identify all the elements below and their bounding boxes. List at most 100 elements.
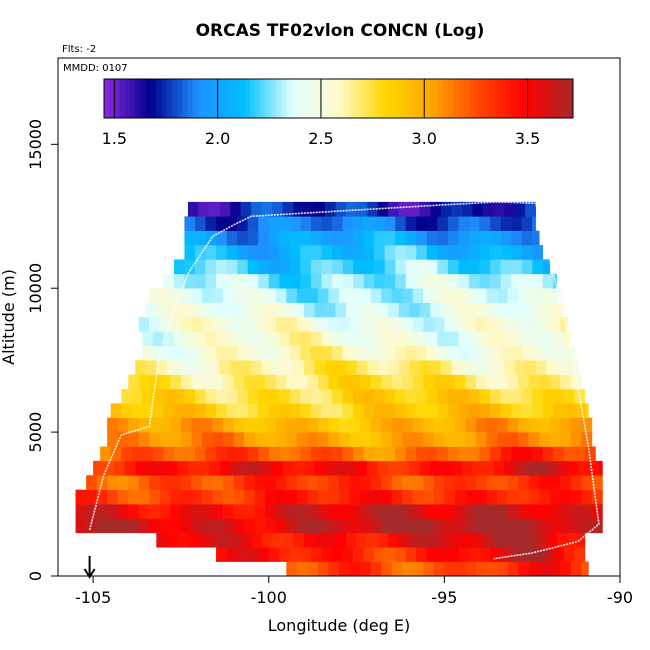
heatmap-cell xyxy=(152,345,164,361)
heatmap-cell xyxy=(331,403,343,419)
heatmap-cell xyxy=(244,417,255,433)
heatmap-cell xyxy=(360,504,371,519)
heatmap-cell xyxy=(468,345,480,361)
y-tick-label: 0 xyxy=(26,571,45,581)
heatmap-cell xyxy=(511,345,522,361)
heatmap-cell xyxy=(374,331,385,347)
heatmap-cell xyxy=(454,475,466,490)
heatmap-cell xyxy=(377,302,389,318)
heatmap-cell xyxy=(191,504,203,519)
heatmap-cell xyxy=(468,273,480,289)
heatmap-cell xyxy=(300,388,312,404)
heatmap-cell xyxy=(272,201,284,217)
colorbar-swatch xyxy=(130,79,136,118)
heatmap-cell xyxy=(384,230,396,246)
heatmap-cell xyxy=(458,331,470,347)
heatmap-cell xyxy=(483,460,494,476)
heatmap-cell xyxy=(258,547,270,562)
heatmap-cell xyxy=(384,245,396,260)
heatmap-cell xyxy=(405,388,417,404)
heatmap-cell xyxy=(275,475,287,490)
heatmap-cell xyxy=(303,360,315,375)
heatmap-cell xyxy=(184,331,196,347)
heatmap-cell xyxy=(321,331,333,347)
heatmap-cell xyxy=(159,518,171,534)
heatmap-cell xyxy=(532,403,544,419)
heatmap-cell xyxy=(184,446,196,462)
heatmap-cell xyxy=(339,475,350,490)
heatmap-cell xyxy=(374,259,385,275)
heatmap-cell xyxy=(194,273,206,289)
heatmap-cell xyxy=(475,561,487,577)
heatmap-cell xyxy=(300,446,312,462)
colorbar-swatch xyxy=(343,79,350,118)
heatmap-cell xyxy=(437,331,449,347)
heatmap-cell xyxy=(581,518,593,534)
heatmap-cell xyxy=(461,360,473,375)
colorbar-swatch xyxy=(208,79,214,118)
heatmap-cell xyxy=(444,374,456,390)
heatmap-cell xyxy=(145,302,157,318)
heatmap-cell xyxy=(205,273,217,289)
heatmap-cell xyxy=(317,518,329,534)
y-tick-label: 15000 xyxy=(26,119,45,170)
heatmap-cell xyxy=(353,245,364,260)
heatmap-cell xyxy=(279,245,291,260)
colorbar-swatch xyxy=(145,79,152,118)
heatmap-cell xyxy=(223,317,234,332)
heatmap-cell xyxy=(412,518,424,534)
colorbar-swatch xyxy=(109,79,115,118)
heatmap-cell xyxy=(237,259,248,275)
heatmap-cell xyxy=(275,288,287,303)
heatmap-cell xyxy=(483,201,494,217)
heatmap-cell xyxy=(177,302,189,318)
heatmap-cell xyxy=(437,388,449,404)
heatmap-cell xyxy=(251,302,263,318)
heatmap-cell xyxy=(138,417,150,433)
heatmap-cell xyxy=(458,388,470,404)
heatmap-cell xyxy=(265,518,277,534)
heatmap-cell xyxy=(149,288,161,303)
heatmap-cell xyxy=(331,446,343,462)
heatmap-cell xyxy=(447,273,459,289)
heatmap-cell xyxy=(560,432,572,447)
heatmap-cell xyxy=(202,475,213,490)
colorbar-swatch xyxy=(192,79,199,118)
heatmap-cell xyxy=(412,475,424,490)
heatmap-cell xyxy=(454,432,466,447)
heatmap-cell xyxy=(475,504,487,519)
heatmap-cell xyxy=(328,475,340,490)
heatmap-cell xyxy=(258,388,270,404)
colorbar-swatch xyxy=(458,79,464,118)
heatmap-cell xyxy=(310,331,322,347)
heatmap-cell xyxy=(254,504,266,519)
heatmap-cell xyxy=(402,432,414,447)
heatmap-cell xyxy=(216,345,227,361)
heatmap-cell xyxy=(170,489,182,505)
heatmap-cell xyxy=(317,417,329,433)
colorbar-swatch xyxy=(322,79,329,118)
heatmap-cell xyxy=(465,504,477,519)
heatmap-cell xyxy=(258,245,270,260)
heatmap-cell xyxy=(247,388,259,404)
heatmap-cell xyxy=(194,446,206,462)
heatmap-cell xyxy=(549,561,561,577)
heatmap-cell xyxy=(226,259,238,275)
track-line xyxy=(88,201,600,560)
heatmap-cell xyxy=(360,561,371,577)
heatmap-cell xyxy=(468,446,480,462)
heatmap-cell xyxy=(209,302,220,318)
heatmap-cell xyxy=(268,230,280,246)
heatmap-cell xyxy=(451,360,463,375)
heatmap-cell xyxy=(198,302,210,318)
heatmap-cell xyxy=(539,504,551,519)
heatmap-cell xyxy=(465,489,477,505)
heatmap-cell xyxy=(556,532,568,548)
heatmap-cell xyxy=(521,446,533,462)
colorbar-swatch xyxy=(281,79,287,118)
heatmap-cell xyxy=(342,273,354,289)
heatmap-cell xyxy=(163,345,175,361)
heatmap-cell xyxy=(458,403,470,419)
heatmap-cell xyxy=(300,547,312,562)
heatmap-cell xyxy=(528,317,540,332)
